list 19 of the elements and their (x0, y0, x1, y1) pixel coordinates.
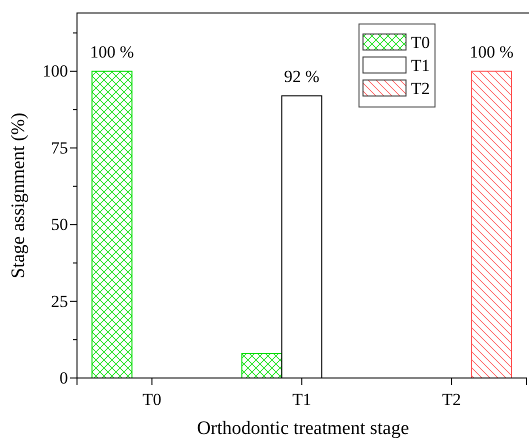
y-tick-label: 75 (51, 138, 68, 158)
data-label: 100 % (90, 42, 134, 62)
bar (241, 352, 282, 378)
x-tick-label: T2 (442, 390, 462, 409)
x-axis-title: Orthodontic treatment stage (196, 418, 410, 438)
bar (91, 70, 132, 378)
legend-label: T1 (411, 56, 430, 75)
legend-label: T2 (411, 79, 430, 98)
y-tick-label: 50 (51, 215, 68, 234)
data-label: 100 % (470, 42, 514, 62)
y-axis-title: Stage assignment (%) (8, 112, 29, 278)
x-tick-label: T1 (292, 390, 312, 409)
y-tick-label: 100 (42, 62, 68, 81)
legend-label: T0 (411, 33, 430, 52)
bar (471, 70, 512, 378)
data-label: 92 % (284, 66, 320, 86)
x-tick-label: T0 (142, 390, 162, 409)
y-tick-label: 0 (60, 368, 68, 388)
y-tick-label: 25 (51, 292, 68, 311)
